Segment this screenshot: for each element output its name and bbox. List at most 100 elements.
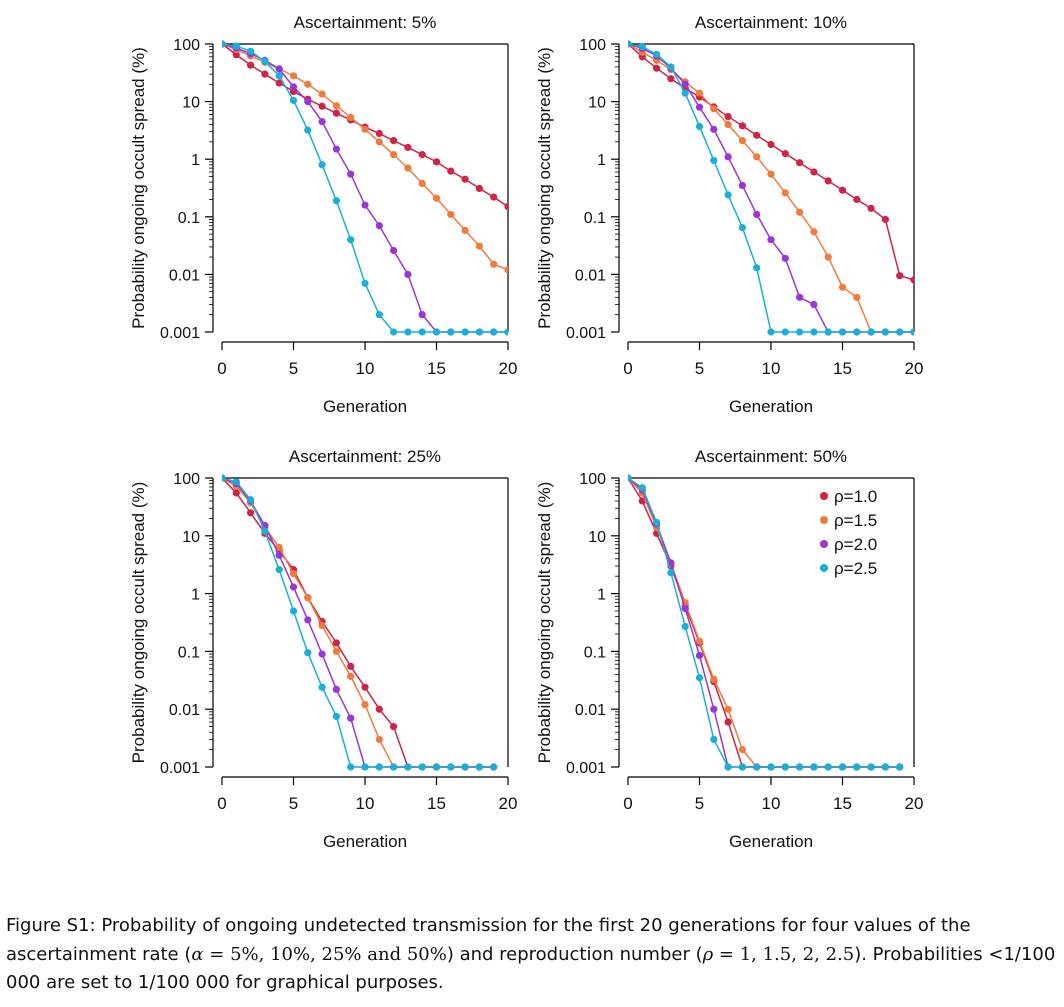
data-point	[853, 763, 861, 771]
data-point	[275, 566, 283, 574]
y-tick-label: 1	[191, 587, 200, 604]
data-point	[796, 293, 804, 301]
data-point	[767, 236, 775, 244]
data-point	[695, 89, 704, 97]
data-point	[318, 102, 326, 110]
data-point	[853, 195, 861, 204]
data-point	[461, 763, 469, 771]
x-tick-label: 20	[499, 359, 518, 378]
data-point	[347, 113, 355, 122]
data-point	[418, 328, 426, 336]
x-tick-label: 10	[762, 794, 781, 813]
data-point	[881, 763, 890, 771]
data-point	[781, 328, 789, 336]
data-point	[232, 51, 240, 59]
data-point	[304, 126, 312, 134]
data-point	[896, 272, 904, 280]
x-tick-label: 0	[217, 359, 226, 378]
x-axis-label: Generation	[323, 397, 407, 416]
data-point	[375, 705, 383, 713]
data-point	[695, 637, 704, 645]
series-line-3	[222, 43, 508, 333]
data-point	[753, 210, 761, 219]
data-point	[361, 701, 369, 709]
data-point	[796, 328, 804, 336]
data-point	[796, 208, 804, 216]
data-point	[738, 181, 747, 190]
data-point	[475, 242, 483, 250]
y-tick-label: 0.001	[160, 760, 200, 777]
figure-caption: Figure S1: Probability of ongoing undete…	[6, 912, 1058, 998]
data-point	[781, 150, 789, 158]
x-axis-label: Generation	[729, 832, 813, 851]
data-point	[838, 763, 847, 771]
y-axis-label: Probability ongoing occult spread (%)	[535, 47, 554, 329]
data-point	[475, 184, 483, 193]
data-point	[867, 763, 875, 771]
data-point	[375, 222, 383, 230]
data-point	[247, 509, 255, 517]
data-point	[289, 583, 298, 591]
data-point	[724, 718, 732, 726]
data-point	[710, 735, 718, 744]
data-point	[490, 763, 498, 771]
series-line-4	[628, 43, 914, 333]
data-point	[361, 683, 369, 691]
data-point	[232, 489, 240, 497]
data-point	[318, 161, 326, 169]
y-tick-label: 100	[579, 37, 606, 54]
data-point	[318, 683, 326, 691]
data-point	[275, 551, 283, 559]
data-point	[738, 223, 747, 232]
plot-series-area	[628, 40, 914, 336]
data-point	[767, 170, 775, 178]
y-tick-label: 0.1	[584, 210, 606, 227]
data-point	[347, 714, 355, 722]
data-point	[318, 650, 326, 658]
legend-marker	[820, 564, 828, 572]
x-tick-label: 5	[695, 794, 704, 813]
data-point	[724, 153, 732, 161]
legend-marker	[820, 516, 828, 524]
data-point	[738, 746, 747, 754]
x-tick-label: 20	[499, 794, 518, 813]
data-point	[332, 102, 340, 110]
data-point	[261, 57, 269, 65]
data-point	[332, 145, 340, 153]
data-point	[710, 105, 718, 113]
data-point	[628, 474, 632, 482]
data-point	[275, 79, 283, 87]
legend-label: ρ=2.5	[834, 559, 877, 578]
data-point	[289, 72, 298, 80]
data-point	[810, 328, 818, 336]
legend-marker	[820, 492, 828, 500]
legend-marker	[820, 540, 828, 548]
data-point	[710, 156, 718, 165]
data-point	[767, 763, 775, 771]
chart-panel-3: Ascertainment: 25% 100 10 1 0.1 0.01 0.001 0 5 10…	[129, 447, 517, 851]
data-point	[824, 763, 832, 771]
data-point	[461, 175, 469, 183]
data-point	[390, 246, 398, 255]
y-tick-label: 0.001	[566, 325, 606, 342]
data-point	[681, 80, 689, 88]
x-tick-label: 10	[356, 794, 375, 813]
data-point	[738, 122, 747, 130]
data-point	[781, 254, 789, 262]
y-tick-label: 0.001	[566, 760, 606, 777]
data-point	[347, 672, 355, 680]
data-point	[824, 177, 832, 185]
data-point	[404, 143, 412, 152]
data-point	[638, 43, 646, 51]
data-point	[710, 675, 718, 683]
y-tick-label: 0.01	[169, 702, 200, 719]
data-point	[504, 266, 508, 274]
data-point	[318, 90, 326, 98]
x-tick-label: 10	[762, 359, 781, 378]
data-point	[432, 194, 441, 202]
y-tick-label: 0.1	[178, 210, 200, 227]
y-tick-label: 0.1	[584, 644, 606, 661]
data-point	[375, 129, 383, 138]
y-tick-label: 0.01	[575, 702, 606, 719]
